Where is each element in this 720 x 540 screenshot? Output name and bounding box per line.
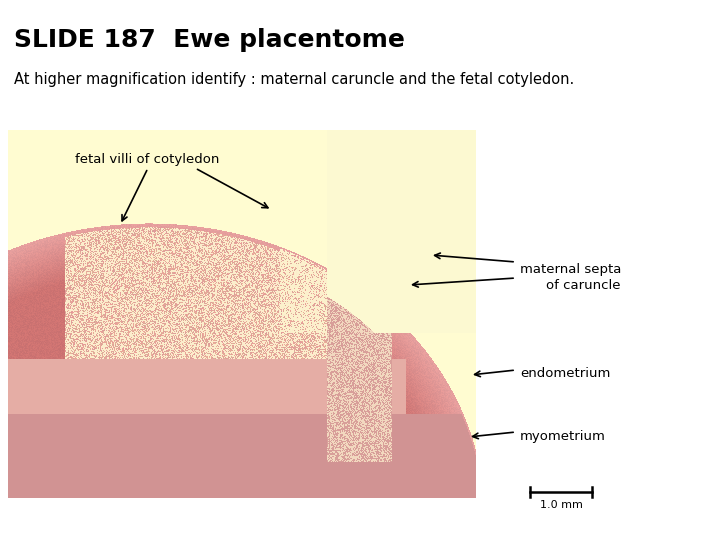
- Text: of caruncle: of caruncle: [546, 279, 621, 292]
- Text: fetal villi of cotyledon: fetal villi of cotyledon: [75, 153, 220, 166]
- Text: At higher magnification identify : maternal caruncle and the fetal cotyledon.: At higher magnification identify : mater…: [14, 72, 575, 87]
- Text: myometrium: myometrium: [520, 430, 606, 443]
- Text: SLIDE 187  Ewe placentome: SLIDE 187 Ewe placentome: [14, 28, 405, 52]
- Text: maternal septa: maternal septa: [520, 263, 621, 276]
- Text: endometrium: endometrium: [520, 367, 611, 380]
- Text: 1.0 mm: 1.0 mm: [539, 500, 582, 510]
